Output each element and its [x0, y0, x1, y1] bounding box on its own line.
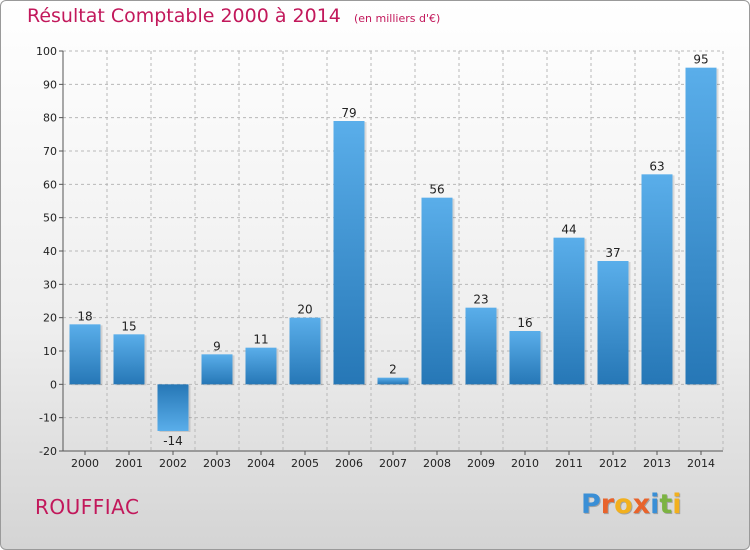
bar	[421, 197, 453, 385]
x-tick-label: 2002	[159, 457, 187, 470]
bar	[597, 261, 629, 385]
y-tick-labels: -20 -10 0 10 20 30 40 50 60 70 80 90 100	[36, 45, 57, 458]
data-label: 95	[693, 53, 708, 67]
data-label: 18	[77, 309, 92, 323]
bar	[289, 317, 321, 385]
data-labels: 18 15 -14 9 11 20 79 2 56 23 16 44 37 63 95	[77, 53, 708, 448]
y-tick-label: -20	[39, 445, 57, 458]
data-label: -14	[163, 434, 183, 448]
x-tick-label: 2008	[423, 457, 451, 470]
y-tick-label: 90	[43, 78, 57, 91]
y-tick-label: 100	[36, 45, 57, 58]
x-tick-label: 2003	[203, 457, 231, 470]
bar	[69, 324, 101, 385]
chart-subtitle: (en milliers d'€)	[353, 12, 441, 25]
data-label: 37	[605, 246, 620, 260]
data-label: 20	[297, 303, 312, 317]
bar	[113, 334, 145, 385]
x-tick-label: 2011	[555, 457, 583, 470]
bar	[201, 354, 233, 385]
x-tick-label: 2012	[599, 457, 627, 470]
commune-name: ROUFFIAC	[35, 495, 140, 519]
title-row: Résultat Comptable 2000 à 2014 (en milli…	[27, 5, 440, 27]
bar	[377, 377, 409, 385]
x-tick-label: 2010	[511, 457, 539, 470]
bar	[509, 331, 541, 385]
bar	[641, 174, 673, 385]
data-label: 63	[649, 159, 664, 173]
data-label: 44	[561, 223, 576, 237]
y-tick-label: 60	[43, 178, 57, 191]
y-tick-label: -10	[39, 412, 57, 425]
logo-letter: P	[581, 489, 601, 520]
x-tick-label: 2007	[379, 457, 407, 470]
bars	[69, 67, 719, 432]
x-tick-label: 2000	[71, 457, 99, 470]
logo-letter: t	[659, 489, 673, 520]
bar	[553, 237, 585, 385]
x-tick-label: 2001	[115, 457, 143, 470]
data-label: 16	[517, 316, 532, 330]
x-tick-label: 2004	[247, 457, 275, 470]
chart-title: Résultat Comptable 2000 à 2014	[27, 5, 341, 27]
logo-letter: x	[632, 489, 651, 520]
x-tick-label: 2013	[643, 457, 671, 470]
y-tick-label: 20	[43, 312, 57, 325]
data-label: 79	[341, 106, 356, 120]
y-tick-label: 0	[50, 378, 57, 391]
data-label: 15	[121, 319, 136, 333]
bar	[333, 121, 365, 385]
bar	[245, 347, 277, 385]
bar	[685, 67, 717, 385]
logo-letter: r	[600, 489, 615, 520]
data-label: 11	[253, 333, 268, 347]
data-label: 56	[429, 183, 444, 197]
axes	[59, 50, 723, 455]
x-tick-label: 2005	[291, 457, 319, 470]
y-tick-label: 80	[43, 112, 57, 125]
logo-letter: i	[650, 489, 660, 520]
bar	[465, 307, 497, 385]
y-tick-label: 40	[43, 245, 57, 258]
x-tick-label: 2009	[467, 457, 495, 470]
x-tick-label: 2014	[687, 457, 715, 470]
data-label: 2	[389, 363, 397, 377]
x-tick-label: 2006	[335, 457, 363, 470]
logo-letter: i	[672, 489, 682, 520]
data-label: 23	[473, 293, 488, 307]
proxiti-logo: Proxiti	[581, 489, 682, 520]
data-label: 9	[213, 339, 221, 353]
y-tick-label: 70	[43, 145, 57, 158]
logo-letter: o	[614, 489, 633, 520]
bar	[157, 384, 189, 431]
x-tick-labels: 2000 2001 2002 2003 2004 2005 2006 2007 2008 2009…	[71, 457, 715, 470]
y-tick-label: 50	[43, 212, 57, 225]
y-tick-label: 30	[43, 278, 57, 291]
y-tick-label: 10	[43, 345, 57, 358]
